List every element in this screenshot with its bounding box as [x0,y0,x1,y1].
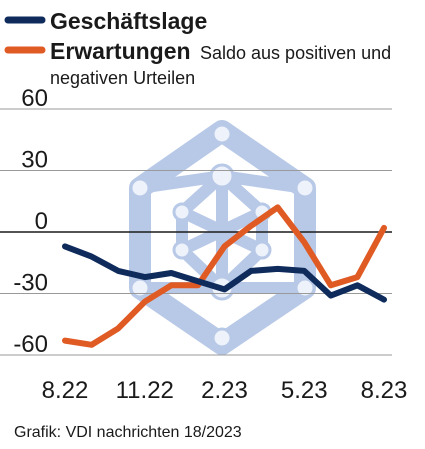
legend-label-geschaeftslage: Geschäftslage [50,8,207,34]
logo-node [211,123,233,145]
x-tick-label: 2.23 [201,377,248,404]
logo-node [129,177,151,199]
logo-node [172,202,192,222]
legend-label-erwartungen: Erwartungen [50,38,191,64]
y-tick-label: -60 [13,331,48,358]
logo-node [252,240,272,260]
logo-node [211,327,233,349]
logo-node [294,177,316,199]
y-tick-label: 60 [21,85,48,112]
x-tick-label: 11.22 [116,377,174,404]
x-axis-ticks: 8.22 11.22 2.23 5.23 8.23 [42,377,408,404]
logo-node [294,277,316,299]
y-tick-label: 30 [21,147,48,174]
source-note: Grafik: VDI nachrichten 18/2023 [14,424,242,441]
vdi-logo-watermark [129,120,316,355]
legend-note-line2: negativen Urteilen [50,68,195,88]
x-tick-label: 5.23 [281,377,328,404]
logo-node [209,163,235,189]
series-line-geschftslage [62,243,387,303]
x-tick-label: 8.23 [361,377,408,404]
logo-node [172,240,192,260]
y-tick-label: -30 [13,270,48,297]
legend-note-line1: Saldo aus positiven und [200,43,391,63]
y-tick-label: 0 [35,208,48,235]
series-line-erwartungen [62,204,387,348]
legend: Geschäftslage Erwartungen Saldo aus posi… [4,8,391,88]
logo-node [129,277,151,299]
x-tick-label: 8.22 [42,377,89,404]
y-axis-ticks: 60 30 0 -30 -60 [13,85,48,358]
series-lines [62,204,387,348]
